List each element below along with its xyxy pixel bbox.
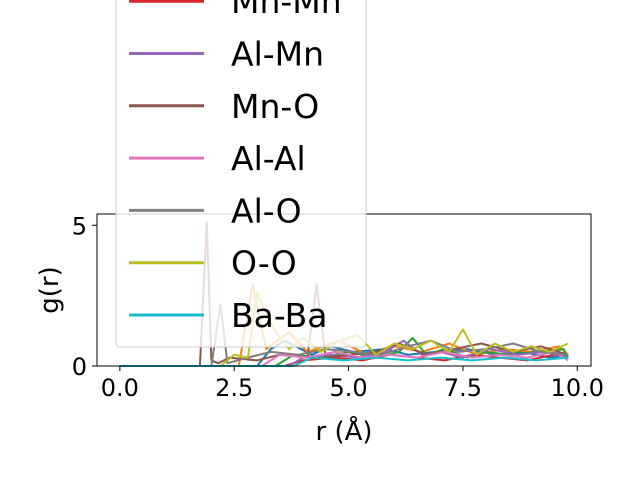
series-line-6	[119, 350, 569, 367]
legend-label-4: Al-Mn	[231, 35, 324, 74]
legend: Ba-OBa-AlBa-MnMn-MnAl-MnMn-OAl-AlAl-OO-O…	[115, 0, 367, 348]
series-line-9	[119, 356, 569, 367]
legend-label-7: Al-O	[231, 191, 302, 230]
legend-label-8: O-O	[231, 244, 297, 283]
x-tick-label-3: 7.5	[444, 374, 482, 402]
legend-box	[115, 0, 367, 348]
ticks-layer: 0.0 2.5 5.0 7.5 10.0 0 5	[72, 212, 604, 402]
x-tick-label-2: 5.0	[329, 374, 367, 402]
x-tick-label-1: 2.5	[215, 374, 253, 402]
x-axis-label: r (Å)	[315, 415, 372, 447]
y-tick-label-0: 0	[72, 353, 87, 381]
legend-label-5: Mn-O	[231, 87, 319, 126]
legend-label-9: Ba-Ba	[231, 296, 327, 335]
legend-label-6: Al-Al	[231, 139, 306, 178]
x-tick-label-0: 0.0	[101, 374, 139, 402]
legend-label-3: Mn-Mn	[231, 0, 342, 21]
y-axis-label: g(r)	[35, 266, 65, 313]
y-tick-label-1: 5	[72, 212, 87, 240]
x-tick-label-4: 10.0	[551, 374, 604, 402]
